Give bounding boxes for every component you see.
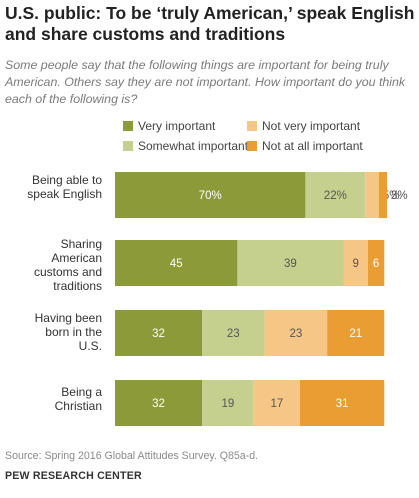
category-label-english: Being able to speak English (27, 173, 102, 201)
bar-english-not-very-important (365, 172, 379, 218)
data-label-english-very-important: 70% (199, 190, 222, 202)
bar-born-us-not-very-important (264, 310, 328, 356)
data-label-customs-somewhat-important: 39 (284, 258, 297, 270)
data-label-customs-very-important: 45 (170, 258, 183, 270)
legend-item-not-at-all-important: Not at all important (247, 139, 363, 153)
bar-born-us-very-important (115, 310, 203, 356)
data-label-christian-not-at-all-important: 31 (336, 398, 349, 410)
bar-christian-somewhat-important (202, 380, 254, 426)
data-label-english-somewhat-important: 22% (324, 190, 347, 202)
bar-customs-somewhat-important (237, 240, 344, 286)
legend-swatch-somewhat-important (123, 141, 133, 151)
bar-english-not-at-all-important (378, 172, 387, 218)
data-label-christian-not-very-important: 17 (270, 398, 283, 410)
data-label-born-us-somewhat-important: 23 (227, 328, 240, 340)
legend-label: Not at all important (262, 139, 363, 153)
source-note: Source: Spring 2016 Global Attitudes Sur… (5, 450, 259, 462)
bar-english-somewhat-important (305, 172, 366, 218)
bar-customs-not-very-important (343, 240, 368, 286)
legend-swatch-not-very-important (247, 121, 257, 131)
legend-swatch-not-at-all-important (247, 141, 257, 151)
data-label-born-us-not-at-all-important: 21 (349, 328, 362, 340)
data-label-english-not-at-all-important: 3% (391, 190, 408, 202)
bar-customs-very-important (115, 240, 238, 286)
data-label-customs-not-very-important: 9 (353, 258, 359, 270)
data-label-christian-very-important: 32 (152, 398, 165, 410)
legend-item-very-important: Very important (123, 119, 215, 133)
data-label-born-us-very-important: 32 (152, 328, 165, 340)
chart-title: U.S. public: To be ‘truly American,’ spe… (5, 3, 415, 44)
bar-born-us-somewhat-important (202, 310, 265, 356)
bar-christian-very-important (115, 380, 203, 426)
legend-item-somewhat-important: Somewhat important (123, 139, 248, 153)
data-label-christian-somewhat-important: 19 (221, 398, 234, 410)
bar-christian-not-at-all-important (299, 380, 385, 426)
category-label-customs: Sharing American customs and traditions (33, 237, 102, 293)
legend-swatch-very-important (123, 121, 133, 131)
bar-christian-not-very-important (253, 380, 300, 426)
chart-subtitle: Some people say that the following thing… (5, 58, 406, 106)
bar-english-very-important (115, 172, 306, 218)
category-label-born-us: Having been born in the U.S. (34, 311, 102, 353)
legend-label: Very important (138, 119, 216, 133)
bar-born-us-not-at-all-important (327, 310, 385, 356)
bar-customs-not-at-all-important (367, 240, 385, 286)
legend-item-not-very-important: Not very important (247, 119, 360, 133)
data-label-customs-not-at-all-important: 6 (373, 258, 379, 270)
legend-label: Not very important (262, 119, 361, 133)
category-label-christian: Being a Christian (54, 385, 102, 413)
legend-label: Somewhat important (138, 139, 249, 153)
data-label-born-us-not-very-important: 23 (289, 328, 302, 340)
brand-footer: PEW RESEARCH CENTER (5, 470, 142, 482)
